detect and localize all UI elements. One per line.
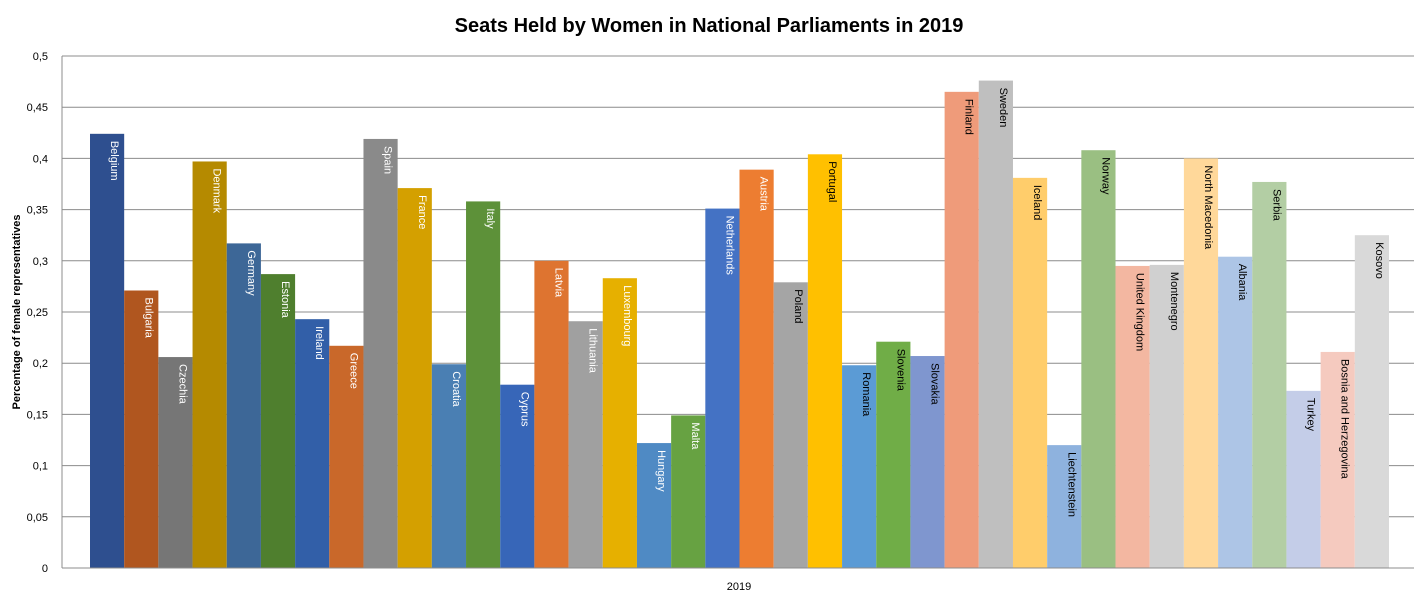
bar-italy — [466, 201, 501, 568]
bar-label: Spain — [382, 146, 394, 174]
bar-label: Greece — [347, 353, 359, 389]
bar-label: Netherlands — [723, 216, 735, 276]
bar-united-kingdom — [1115, 265, 1150, 568]
bar-label: Lithuania — [587, 328, 599, 374]
bar-slovenia — [876, 341, 911, 568]
bar-label: United Kingdom — [1134, 273, 1146, 351]
bar-label: Iceland — [1031, 185, 1043, 220]
y-tick-label: 0 — [42, 563, 48, 575]
bar-france — [397, 188, 432, 568]
bar-luxembourg — [602, 278, 637, 568]
bar-north-macedonia — [1183, 158, 1219, 568]
y-axis-title: Percentage of female representatives — [11, 214, 23, 409]
bar-label: Estonia — [279, 281, 291, 319]
bar-ireland — [295, 319, 330, 568]
bar-bosnia-and-herzegovina — [1320, 351, 1355, 568]
bar-denmark — [192, 161, 227, 568]
bar-latvia — [534, 260, 569, 568]
bar-hungary — [636, 443, 672, 568]
bar-slovakia — [910, 356, 945, 568]
bar-belgium — [90, 133, 125, 568]
bar-label: Croatia — [450, 371, 462, 407]
bar-label: Hungary — [655, 450, 667, 492]
bar-label: Bosnia and Herzegovina — [1339, 359, 1351, 480]
y-tick-label: 0,4 — [33, 153, 48, 165]
bar-label: Ireland — [313, 326, 325, 360]
bar-liechtenstein — [1047, 445, 1082, 568]
bar-label: North Macedonia — [1202, 165, 1214, 250]
bar-labels: Belgium Bulgaria Czechia Denmark Germany Esto… — [108, 88, 1385, 517]
y-tick-label: 0,5 — [33, 51, 48, 63]
bar-portugal — [807, 154, 843, 569]
y-tick-label: 0,05 — [27, 512, 48, 524]
bar-iceland — [1012, 177, 1048, 569]
bar-spain — [363, 138, 398, 568]
x-category-label: 2019 — [727, 581, 751, 593]
bar-label: Portugal — [826, 161, 838, 202]
y-tick-label: 0,45 — [27, 102, 48, 114]
bar-label: Slovakia — [929, 363, 941, 405]
bar-finland — [944, 91, 979, 568]
bar-label: Montenegro — [1168, 272, 1180, 331]
bar-label: Romania — [860, 372, 872, 417]
bar-sweden — [978, 80, 1013, 568]
bar-turkey — [1286, 390, 1321, 568]
bar-austria — [739, 169, 774, 568]
y-tick-label: 0,15 — [27, 409, 48, 421]
bar-label: Norway — [1099, 157, 1111, 195]
bar-albania — [1218, 256, 1253, 568]
bar-kosovo — [1354, 235, 1389, 568]
bar-greece — [329, 345, 364, 568]
bar-norway — [1081, 150, 1116, 568]
bar-estonia — [260, 274, 296, 568]
bar-label: Belgium — [108, 141, 120, 181]
bar-poland — [773, 282, 808, 568]
bar-label: Germany — [245, 250, 257, 296]
bar-lithuania — [568, 321, 603, 568]
bar-label: Turkey — [1305, 398, 1317, 432]
bar-netherlands — [705, 208, 740, 568]
bar-croatia — [431, 364, 467, 568]
bar-label: Latvia — [552, 268, 564, 298]
bar-label: Serbia — [1270, 189, 1282, 222]
bar-label: Kosovo — [1373, 242, 1385, 279]
bar-montenegro — [1149, 264, 1184, 568]
bar-label: Finland — [963, 99, 975, 135]
bar-germany — [226, 243, 261, 568]
bar-bulgaria — [124, 290, 159, 568]
bar-label: Poland — [792, 289, 804, 323]
bar-label: Albania — [1236, 264, 1248, 302]
chart-title: Seats Held by Women in National Parliame… — [455, 15, 964, 37]
bar-label: France — [416, 195, 428, 229]
bar-label: Cyprus — [518, 392, 530, 427]
bar-czechia — [158, 357, 193, 568]
y-tick-label: 0,1 — [33, 461, 48, 473]
bar-label: Czechia — [176, 364, 188, 405]
y-tick-label: 0,3 — [33, 256, 48, 268]
bar-serbia — [1252, 181, 1287, 568]
y-tick-label: 0,2 — [33, 358, 48, 370]
bar-romania — [842, 365, 877, 568]
bar-malta — [671, 415, 706, 568]
bar-label: Denmark — [211, 168, 223, 213]
bar-cyprus — [500, 384, 535, 568]
bar-label: Luxembourg — [621, 285, 633, 346]
bars — [90, 80, 1389, 569]
y-tick-label: 0,25 — [27, 307, 48, 319]
bar-label: Liechtenstein — [1065, 452, 1077, 517]
bar-label: Bulgaria — [142, 298, 154, 339]
bar-label: Italy — [484, 208, 496, 229]
bar-label: Sweden — [997, 88, 1009, 128]
bar-label: Austria — [758, 177, 770, 212]
bar-label: Slovenia — [894, 349, 906, 392]
y-axis-ticks: 0 0,05 0,1 0,15 0,2 0,25 0,3 0,35 0,4 0,45 0,5 — [27, 51, 48, 575]
y-tick-label: 0,35 — [27, 205, 48, 217]
bar-label: Malta — [689, 422, 701, 450]
